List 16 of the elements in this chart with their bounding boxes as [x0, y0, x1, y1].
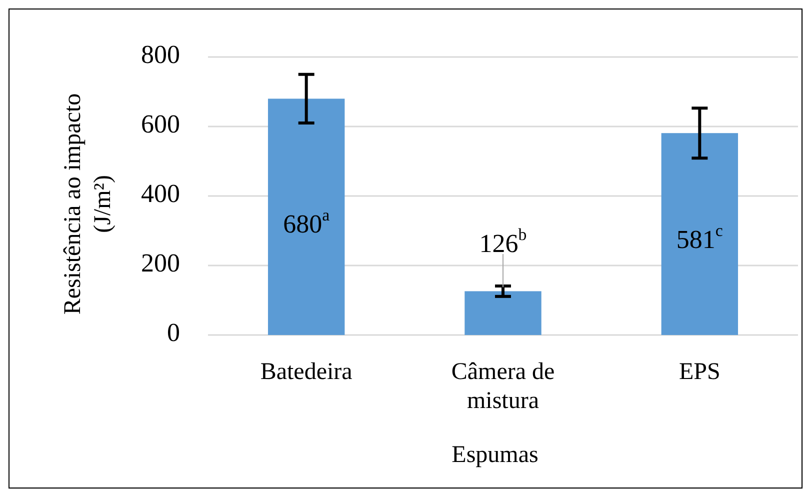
data-label: 581$^{c}$: [676, 222, 723, 254]
x-tick-label: Batedeira: [260, 359, 353, 385]
y-tick-label: 400: [141, 178, 180, 208]
y-tick-label: 600: [141, 109, 180, 138]
bar: [661, 133, 738, 335]
data-label: 680$^{a}$: [283, 206, 330, 238]
y-tick-label: 0: [167, 318, 180, 347]
y-axis-title: Resistência ao impacto (J/m²): [60, 93, 116, 315]
bar: [268, 98, 345, 335]
data-label: 126$^{b}$: [479, 225, 527, 258]
bar: [464, 291, 542, 335]
y-tick-label: 200: [141, 248, 180, 278]
x-tick-label: EPS: [678, 359, 720, 385]
x-tick-label: Câmera de mistura: [451, 359, 555, 414]
y-tick-label: 800: [141, 40, 180, 69]
x-axis-title: Espumas: [452, 442, 538, 468]
